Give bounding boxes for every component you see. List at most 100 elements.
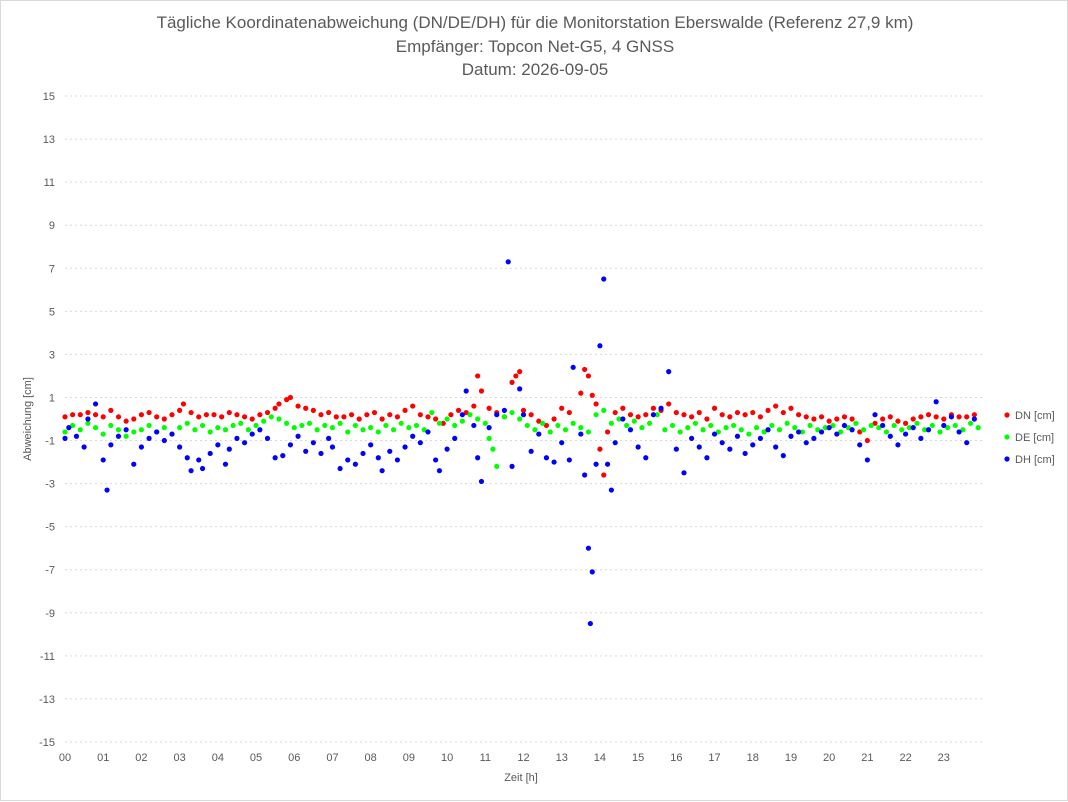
data-point: [138, 427, 145, 433]
legend-label: DH [cm]: [1015, 454, 1055, 466]
data-point: [769, 422, 775, 429]
data-point: [100, 457, 106, 463]
y-tick-label: 3: [49, 349, 55, 361]
data-point: [348, 412, 355, 418]
data-point: [711, 431, 718, 437]
data-point: [593, 461, 599, 467]
data-point: [62, 435, 68, 441]
data-point: [532, 427, 538, 433]
data-point: [452, 422, 458, 429]
data-point: [956, 414, 962, 420]
data-point: [742, 450, 748, 457]
data-point: [146, 435, 152, 441]
data-point: [421, 427, 427, 433]
x-tick-labels: 00 01 02 03 04 05 06 07 08 09 10 11 12 13 14 15 16 17 18 19…: [59, 752, 950, 764]
data-point: [643, 455, 649, 461]
data-point: [501, 407, 507, 413]
data-point: [115, 427, 122, 433]
data-point: [559, 440, 565, 446]
data-point: [608, 420, 614, 426]
data-point: [379, 468, 385, 474]
x-tick-label: 17: [708, 752, 720, 764]
data-point: [436, 420, 443, 426]
data-point: [398, 420, 404, 426]
data-point: [627, 412, 634, 418]
data-point: [902, 431, 909, 437]
data-point: [887, 414, 893, 420]
data-point: [895, 418, 901, 424]
data-point: [971, 412, 977, 418]
data-point: [551, 459, 557, 465]
legend-marker: [1004, 456, 1010, 462]
data-point: [452, 435, 458, 441]
data-point: [929, 422, 935, 429]
data-point: [727, 446, 733, 452]
data-point: [784, 420, 790, 426]
data-point: [585, 429, 592, 435]
data-point: [941, 416, 947, 422]
data-point: [440, 420, 446, 426]
data-point: [471, 403, 477, 409]
legend-label: DN [cm]: [1015, 410, 1055, 422]
data-point: [960, 427, 966, 433]
data-point: [918, 435, 924, 441]
y-axis-label: Abweichung [cm]: [22, 377, 34, 461]
data-point: [524, 422, 530, 429]
data-point: [100, 414, 106, 420]
data-point: [562, 427, 569, 433]
data-point: [677, 429, 683, 435]
data-point: [280, 453, 286, 459]
data-point: [455, 407, 462, 413]
data-point: [276, 416, 282, 422]
data-point: [257, 427, 263, 433]
data-point: [379, 416, 385, 422]
y-tick-label: 11: [44, 177, 55, 189]
data-point: [85, 416, 91, 422]
data-point: [746, 431, 752, 437]
data-point: [585, 373, 592, 379]
y-tick-label: -11: [40, 651, 55, 663]
data-point: [597, 446, 603, 452]
data-point: [475, 373, 481, 379]
data-point: [803, 440, 809, 446]
data-point: [180, 401, 187, 407]
data-point: [486, 435, 492, 441]
data-point: [249, 431, 255, 437]
data-point: [196, 457, 202, 463]
data-point: [341, 414, 347, 420]
x-tick-label: 22: [899, 752, 911, 764]
data-point: [62, 429, 68, 435]
data-point: [620, 405, 626, 411]
data-point: [696, 409, 702, 416]
data-point: [115, 433, 122, 439]
data-point: [849, 416, 855, 422]
data-point: [517, 416, 523, 422]
data-point: [509, 409, 515, 416]
data-point: [757, 435, 763, 441]
data-point: [734, 409, 741, 416]
data-point: [425, 429, 431, 435]
data-point: [536, 418, 542, 424]
data-point: [841, 414, 848, 420]
data-point: [559, 405, 565, 411]
data-point: [624, 422, 630, 429]
data-point: [604, 429, 611, 435]
y-tick-label: 13: [43, 134, 55, 146]
data-point: [410, 403, 416, 409]
y-tick-label: -7: [45, 565, 55, 577]
data-point: [799, 429, 806, 435]
data-point: [169, 412, 175, 418]
data-point: [807, 422, 813, 429]
data-point: [593, 412, 599, 418]
y-tick-label: -5: [45, 522, 55, 534]
data-point: [310, 440, 316, 446]
data-point: [123, 427, 129, 433]
data-point: [704, 455, 710, 461]
data-point: [872, 420, 878, 426]
data-points: [62, 259, 981, 627]
data-point: [490, 446, 496, 452]
data-point: [853, 420, 859, 426]
data-point: [92, 412, 99, 418]
data-point: [906, 425, 913, 431]
